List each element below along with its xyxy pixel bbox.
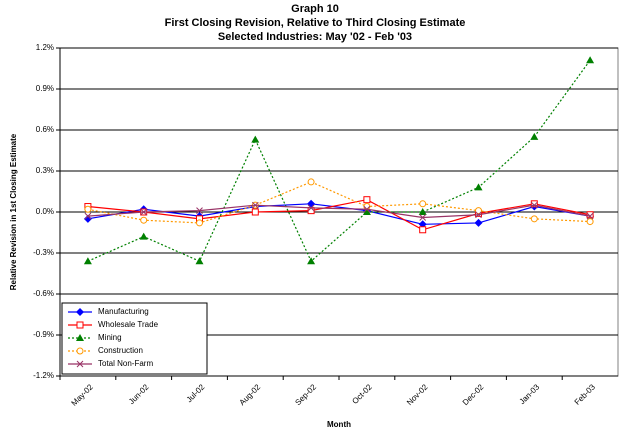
y-tick-label: -0.6% <box>33 289 54 298</box>
y-tick-label: 0.9% <box>36 84 54 93</box>
data-point <box>84 205 92 213</box>
y-tick-label: 1.2% <box>36 43 54 52</box>
y-tick-label: -0.9% <box>33 330 54 339</box>
series-line <box>87 199 591 231</box>
x-axis-title: Month <box>327 420 351 429</box>
legend-label: Construction <box>98 346 143 355</box>
legend: Manufacturing Wholesale Trade Mining Constr… <box>61 302 208 375</box>
data-point <box>530 200 538 208</box>
data-point <box>76 321 84 329</box>
y-tick-label: -1.2% <box>33 371 54 380</box>
data-point <box>475 207 482 215</box>
data-point <box>363 196 371 204</box>
data-point <box>251 208 259 216</box>
data-point <box>418 208 427 215</box>
data-point <box>307 204 315 212</box>
data-point <box>474 183 483 191</box>
y-tick-label: -0.3% <box>33 248 54 257</box>
data-point <box>530 215 538 223</box>
data-point <box>139 232 148 240</box>
data-point <box>363 205 371 213</box>
data-point <box>140 216 148 224</box>
data-point <box>196 207 203 214</box>
data-point <box>586 211 594 219</box>
data-point <box>83 257 92 265</box>
data-point <box>530 132 539 140</box>
data-point <box>84 212 92 220</box>
data-point <box>76 334 84 341</box>
data-point <box>307 178 315 186</box>
data-point <box>76 308 84 316</box>
legend-label: Manufacturing <box>98 307 149 316</box>
y-tick-label: 0.6% <box>36 125 54 134</box>
series-line <box>87 181 591 224</box>
series-line <box>87 204 591 219</box>
legend-label: Mining <box>98 333 122 342</box>
data-point <box>307 257 316 265</box>
data-point <box>195 257 204 265</box>
data-point <box>251 201 259 209</box>
data-point <box>419 214 427 221</box>
data-point <box>474 218 483 227</box>
data-point <box>196 219 203 227</box>
chart-title: First Closing Revision, Relative to Thir… <box>165 17 466 29</box>
legend-label: Wholesale Trade <box>98 320 159 329</box>
data-point <box>140 208 148 216</box>
data-point <box>475 211 482 219</box>
data-point <box>586 212 594 220</box>
data-point <box>251 135 260 143</box>
chart-title: Selected Industries: May '02 - Feb '03 <box>218 31 412 43</box>
data-point <box>362 208 371 215</box>
y-tick-label: 0.0% <box>36 207 54 216</box>
legend-label: Total Non-Farm <box>98 359 153 368</box>
legend-box <box>61 302 208 375</box>
data-point <box>76 347 84 355</box>
y-axis-title: Relative Revision in 1st Closing Estimat… <box>9 133 18 290</box>
data-point <box>530 201 538 209</box>
data-point <box>586 56 595 64</box>
data-point <box>586 218 594 226</box>
chart-title: Graph 10 <box>291 3 339 15</box>
data-point <box>76 360 84 368</box>
data-point <box>83 214 92 223</box>
y-tick-label: 0.3% <box>36 166 54 175</box>
data-point <box>419 226 427 234</box>
data-point <box>419 200 427 208</box>
